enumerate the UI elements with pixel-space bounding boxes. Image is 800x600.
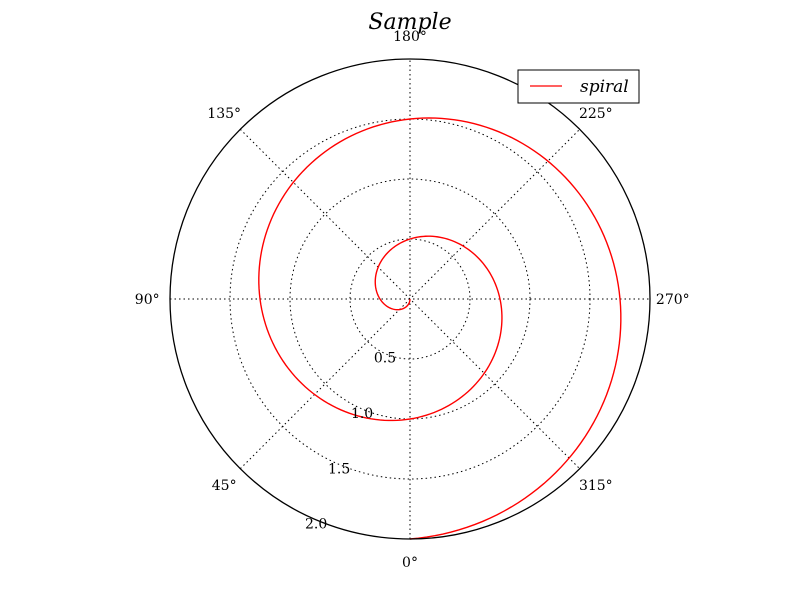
polar-frame xyxy=(169,58,651,540)
theta-tick-label-3: 135° xyxy=(207,106,241,122)
theta-tick-label-2: 90° xyxy=(135,292,160,308)
r-tick-label-2: 1.5 xyxy=(328,461,350,477)
chart-title: Sample xyxy=(368,10,451,35)
r-tick-labels: 0.5 1.0 1.5 2.0 xyxy=(305,350,396,532)
theta-tick-label-5: 225° xyxy=(579,106,613,122)
theta-tick-label-4: 180° xyxy=(393,29,427,45)
theta-tick-label-0: 0° xyxy=(402,555,418,571)
r-tick-label-3: 2.0 xyxy=(305,517,327,533)
series-layer xyxy=(258,117,622,540)
r-grid-circle-0 xyxy=(349,238,471,360)
theta-tick-label-6: 270° xyxy=(656,292,690,308)
theta-tick-labels: 0° 45° 90° 135° 180° 225° 270° 315° xyxy=(135,29,690,571)
legend: spiral xyxy=(517,69,640,104)
r-tick-label-1: 1.0 xyxy=(351,406,373,422)
theta-tick-label-7: 315° xyxy=(579,478,613,494)
series-line-spiral xyxy=(258,117,622,540)
legend-label-spiral: spiral xyxy=(580,77,629,97)
theta-tick-label-1: 45° xyxy=(212,478,237,494)
r-tick-label-0: 0.5 xyxy=(374,350,396,366)
